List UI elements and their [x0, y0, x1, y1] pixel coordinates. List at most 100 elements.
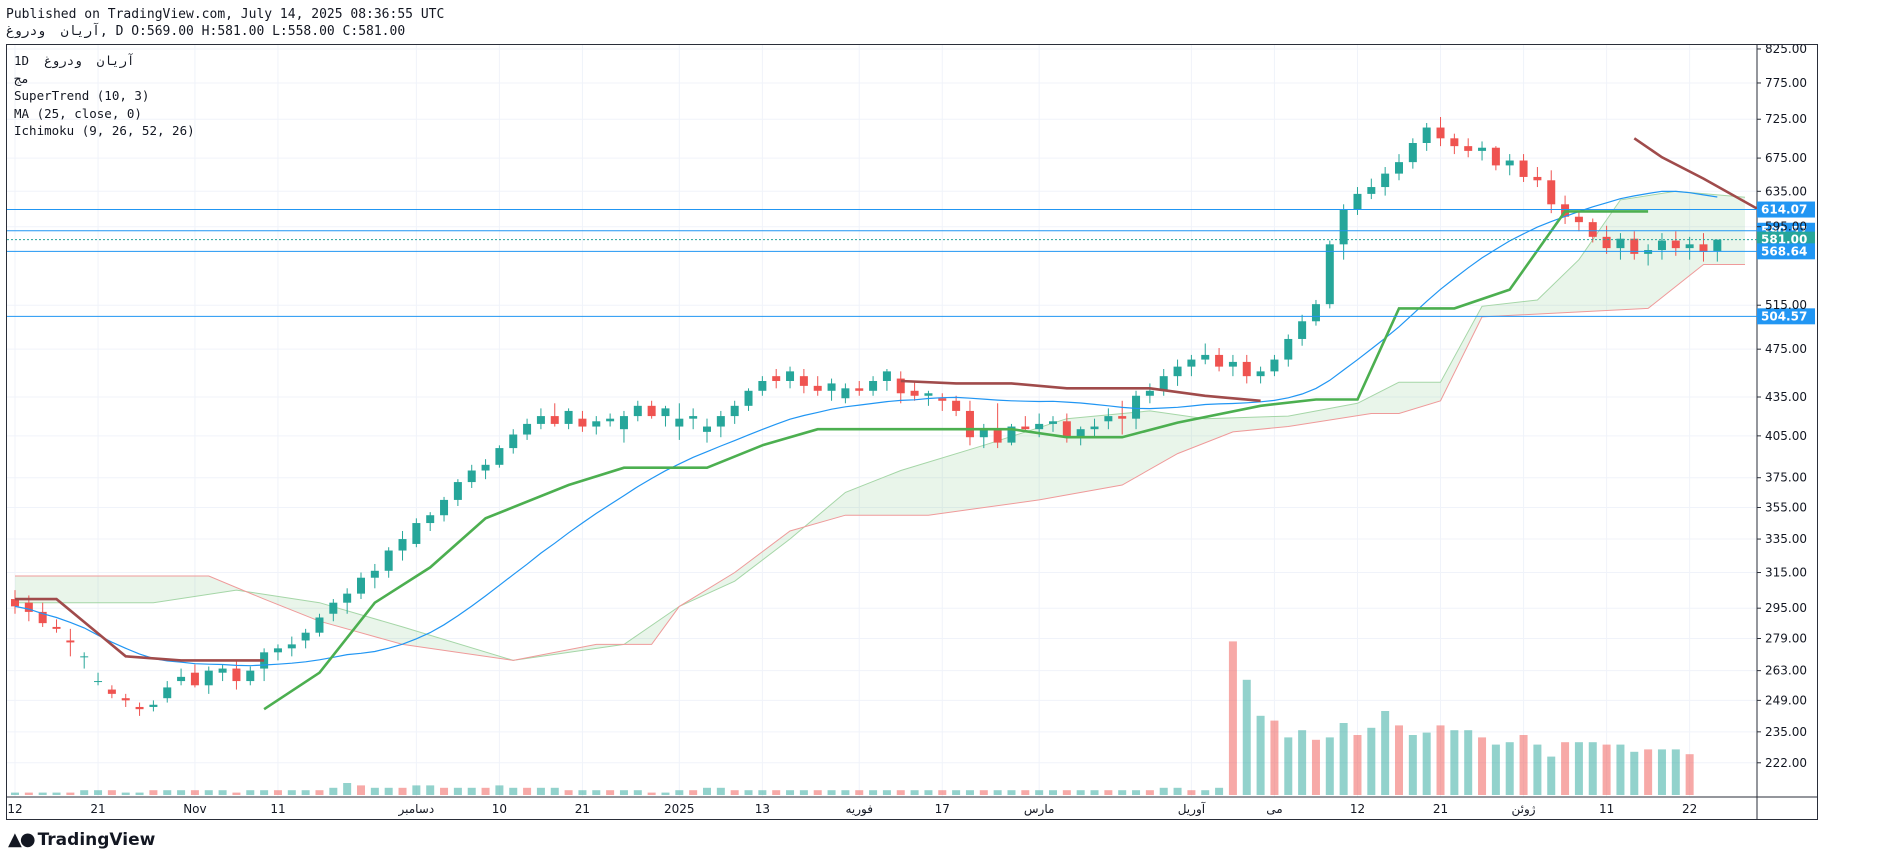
candle-body[interactable] — [1657, 240, 1666, 251]
footer-brand[interactable]: ▲● TradingView — [8, 829, 155, 850]
candle-body[interactable] — [121, 698, 130, 701]
candle-body[interactable] — [218, 668, 227, 673]
candle-body[interactable] — [1367, 187, 1376, 194]
candle-body[interactable] — [647, 405, 656, 417]
candle-body[interactable] — [1021, 426, 1030, 430]
candle-body[interactable] — [1588, 222, 1597, 237]
candle-body[interactable] — [993, 429, 1002, 443]
candle-body[interactable] — [1353, 193, 1362, 210]
candle-body[interactable] — [1049, 421, 1057, 424]
candle-body[interactable] — [1450, 138, 1459, 147]
candle-body[interactable] — [357, 577, 365, 594]
candle-body[interactable] — [260, 652, 269, 669]
candle-body[interactable] — [1685, 244, 1694, 249]
candle-body[interactable] — [896, 378, 905, 394]
candle-body[interactable] — [1713, 239, 1722, 251]
candle-body[interactable] — [772, 376, 781, 381]
candle-body[interactable] — [619, 416, 628, 430]
candle-body[interactable] — [1395, 162, 1403, 174]
chart-frame[interactable]: 614.07 590.57 581.00 568.64 504.57 825.00 775.… — [6, 44, 1818, 820]
candle-body[interactable] — [758, 380, 767, 391]
candle-body[interactable] — [24, 602, 33, 612]
candle-body[interactable] — [564, 410, 573, 424]
candle-body[interactable] — [965, 410, 974, 438]
candle-body[interactable] — [813, 385, 822, 391]
candle-body[interactable] — [1215, 354, 1224, 367]
candle-body[interactable] — [495, 448, 504, 465]
candle-body[interactable] — [1187, 359, 1196, 367]
candle-body[interactable] — [1325, 244, 1334, 305]
candle-body[interactable] — [827, 383, 836, 391]
legend-supertrend[interactable]: SuperTrend (10, 3) — [14, 88, 150, 103]
candle-body[interactable] — [232, 668, 241, 682]
price-chart[interactable]: 614.07590.57581.00568.64504.57825.00775.… — [7, 45, 1817, 819]
candle-body[interactable] — [1173, 366, 1182, 377]
candle-body[interactable] — [1436, 127, 1445, 139]
candle-body[interactable] — [1076, 429, 1085, 438]
candle-body[interactable] — [1132, 395, 1141, 419]
candle-body[interactable] — [190, 672, 199, 686]
candle-body[interactable] — [1062, 421, 1071, 438]
candle-body[interactable] — [536, 416, 545, 424]
candle-body[interactable] — [246, 670, 255, 682]
candle-body[interactable] — [703, 426, 711, 432]
candle-body[interactable] — [1699, 244, 1708, 252]
candle-body[interactable] — [952, 400, 961, 411]
candle-body[interactable] — [1090, 426, 1099, 430]
candle-body[interactable] — [149, 704, 158, 707]
candle-body[interactable] — [66, 640, 75, 643]
candle-body[interactable] — [315, 617, 324, 633]
candle-body[interactable] — [94, 681, 103, 683]
candle-body[interactable] — [398, 539, 407, 551]
candle-body[interactable] — [426, 515, 435, 524]
candle-body[interactable] — [1519, 160, 1528, 177]
candle-body[interactable] — [786, 371, 795, 381]
candle-body[interactable] — [855, 388, 864, 391]
candle-body[interactable] — [1201, 354, 1210, 360]
candle-body[interactable] — [453, 482, 462, 500]
candle-body[interactable] — [1616, 238, 1625, 249]
candle-body[interactable] — [716, 416, 725, 427]
legend-ichimoku[interactable]: Ichimoku (9, 26, 52, 26) — [14, 123, 195, 138]
candle-body[interactable] — [301, 632, 310, 641]
candle-body[interactable] — [1602, 236, 1611, 249]
candle-body[interactable] — [329, 602, 338, 614]
candle-body[interactable] — [1339, 209, 1348, 245]
candle-body[interactable] — [11, 599, 19, 607]
candle-body[interactable] — [384, 550, 393, 571]
candle-body[interactable] — [1491, 147, 1500, 166]
candle-body[interactable] — [1256, 371, 1265, 377]
candle-body[interactable] — [1478, 147, 1487, 151]
candle-body[interactable] — [1574, 216, 1583, 223]
candle-body[interactable] — [924, 393, 933, 396]
candle-body[interactable] — [343, 593, 352, 603]
candle-body[interactable] — [882, 371, 891, 381]
candle-body[interactable] — [1533, 176, 1542, 181]
candle-body[interactable] — [287, 644, 296, 649]
candle-body[interactable] — [1145, 390, 1154, 396]
candle-body[interactable] — [1242, 361, 1251, 377]
candle-body[interactable] — [1284, 338, 1293, 360]
candle-body[interactable] — [675, 418, 684, 427]
legend-symbol[interactable]: 1D آریان ودروغ — [14, 53, 135, 68]
candle-body[interactable] — [1381, 173, 1390, 188]
candle-body[interactable] — [1422, 127, 1431, 143]
candle-body[interactable] — [135, 706, 144, 710]
candle-body[interactable] — [38, 611, 47, 624]
candle-body[interactable] — [592, 421, 601, 427]
candle-body[interactable] — [1159, 376, 1168, 391]
candle-body[interactable] — [1505, 160, 1514, 166]
candle-body[interactable] — [412, 523, 421, 544]
candle-body[interactable] — [1035, 423, 1044, 430]
candle-body[interactable] — [979, 429, 988, 438]
candle-body[interactable] — [1228, 361, 1237, 367]
legend-ma[interactable]: MA (25, close, 0) — [14, 105, 142, 121]
candle-body[interactable] — [509, 434, 518, 449]
candle-body[interactable] — [730, 405, 739, 417]
candle-body[interactable] — [1547, 180, 1556, 205]
candle-body[interactable] — [1408, 142, 1417, 163]
candle-body[interactable] — [1671, 240, 1680, 249]
candle-body[interactable] — [910, 390, 919, 396]
candle-body[interactable] — [440, 499, 449, 516]
candle-body[interactable] — [107, 689, 116, 694]
